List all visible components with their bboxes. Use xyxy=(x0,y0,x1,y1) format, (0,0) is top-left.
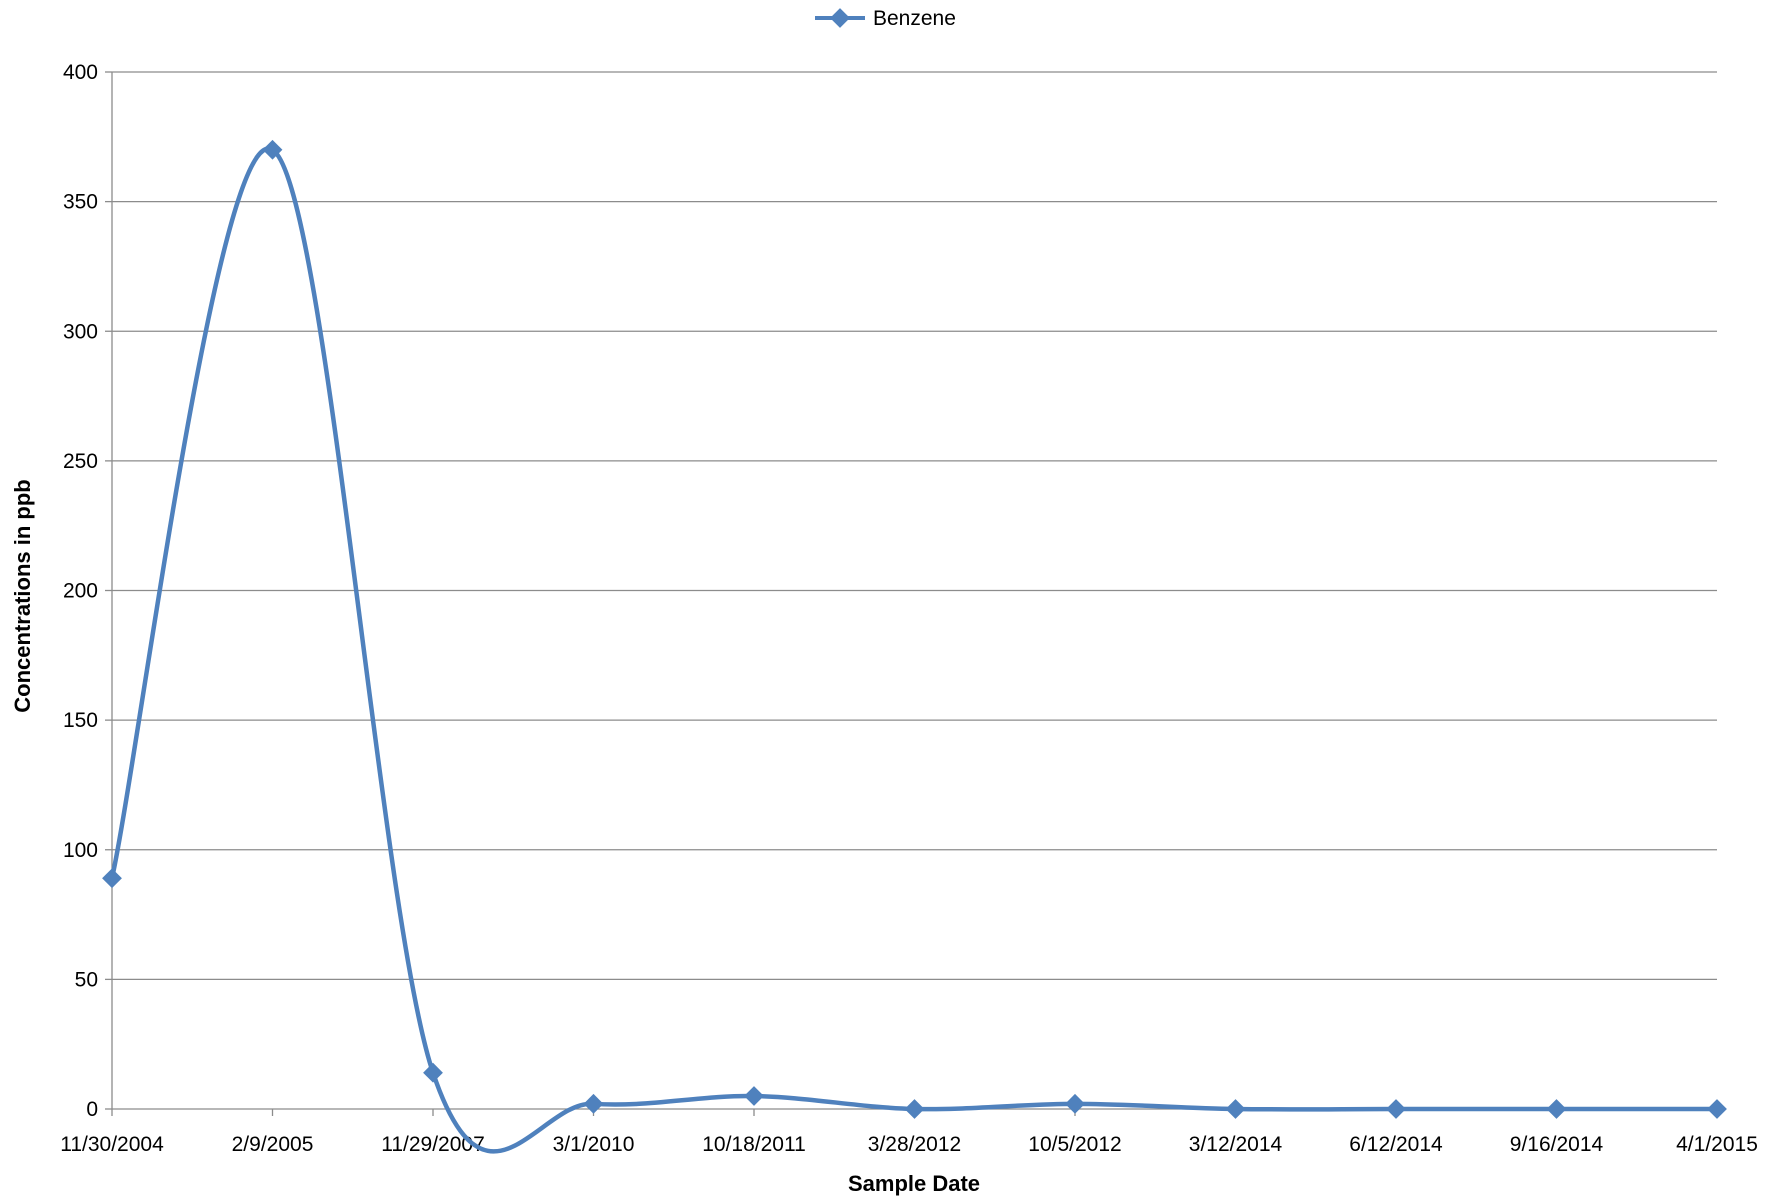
data-point-benzene xyxy=(262,139,283,160)
x-tick-label: 2/9/2005 xyxy=(232,1133,314,1156)
x-tick-label: 3/28/2012 xyxy=(868,1133,961,1156)
legend: Benzene xyxy=(815,7,956,30)
x-tick-label: 10/18/2011 xyxy=(702,1133,806,1156)
data-point-benzene xyxy=(1707,1099,1727,1119)
y-tick-label: 50 xyxy=(75,968,98,991)
y-tick-label: 200 xyxy=(63,580,98,603)
x-axis-ticks: 11/30/2004 2/9/2005 11/29/2007 3/1/2010 10/1… xyxy=(60,1109,1758,1156)
data-point-benzene xyxy=(1065,1093,1085,1114)
y-tick-label: 100 xyxy=(63,839,98,862)
gridlines xyxy=(112,71,1717,981)
data-point-benzene xyxy=(423,1062,443,1083)
y-tick-label: 350 xyxy=(63,191,98,214)
legend-marker-benzene xyxy=(830,8,850,28)
x-tick-label: 3/12/2014 xyxy=(1189,1133,1283,1156)
x-tick-label: 10/5/2012 xyxy=(1028,1133,1121,1156)
data-point-benzene xyxy=(1225,1099,1246,1119)
x-tick-label: 9/16/2014 xyxy=(1510,1133,1604,1156)
x-axis-title: Sample Date xyxy=(848,1171,980,1196)
data-point-benzene xyxy=(583,1093,604,1114)
x-tick-label: 4/1/2015 xyxy=(1676,1133,1758,1156)
y-tick-label: 150 xyxy=(63,709,98,732)
y-axis-title: Concentrations in ppb xyxy=(10,479,35,712)
data-point-benzene xyxy=(102,868,122,889)
x-tick-label: 11/30/2004 xyxy=(60,1133,164,1156)
y-tick-label: 300 xyxy=(63,320,98,343)
series-layer xyxy=(102,139,1727,1154)
series-line-benzene xyxy=(109,146,1717,1154)
y-tick-label: 400 xyxy=(63,61,98,84)
data-point-benzene xyxy=(904,1099,925,1119)
x-tick-label: 6/12/2014 xyxy=(1349,1133,1443,1156)
x-tick-label: 11/29/2007 xyxy=(381,1133,485,1156)
data-point-benzene xyxy=(744,1086,764,1106)
x-tick-label: 3/1/2010 xyxy=(553,1133,635,1156)
data-point-benzene xyxy=(1546,1099,1567,1119)
y-axis-ticks: 0 50 100 150 200 250 300 350 400 xyxy=(63,61,112,1121)
data-point-benzene xyxy=(1386,1099,1406,1119)
legend-label-benzene: Benzene xyxy=(873,7,956,30)
y-tick-label: 250 xyxy=(63,450,98,473)
y-tick-label: 0 xyxy=(86,1098,98,1121)
